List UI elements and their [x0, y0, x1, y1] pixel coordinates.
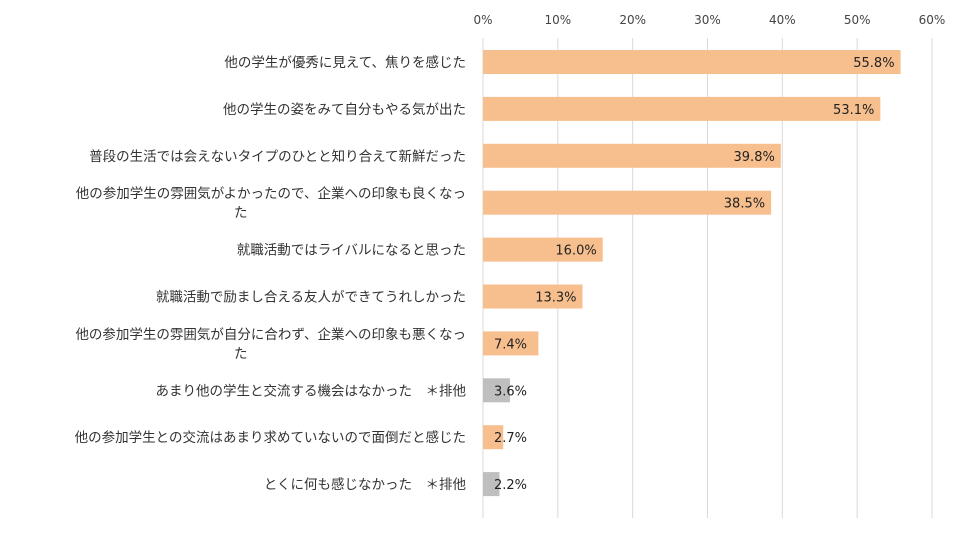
bar: [483, 96, 881, 121]
data-label: 53.1%: [833, 103, 874, 118]
data-label: 16.0%: [555, 244, 596, 259]
x-tick-label: 40%: [769, 13, 796, 27]
x-tick-label: 60%: [919, 13, 946, 27]
category-label: 他の参加学生との交流はあまり求めていないので面倒だと感じた: [75, 429, 466, 446]
bar: [483, 237, 603, 262]
data-label: 2.2%: [494, 478, 527, 493]
data-label: 38.5%: [724, 197, 765, 212]
bar: [483, 378, 510, 403]
bar: [483, 190, 772, 215]
category-label: た: [234, 346, 248, 362]
x-tick-label: 20%: [619, 13, 646, 27]
category-label: 他の参加学生の雰囲気が自分に合わず、企業への印象も悪くなっ: [75, 326, 466, 343]
data-label: 39.8%: [734, 150, 775, 165]
data-label: 7.4%: [494, 337, 527, 352]
data-label: 3.6%: [494, 384, 527, 399]
category-label: 就職活動ではライバルになると思った: [237, 243, 466, 259]
x-axis-ticks: 0% 10% 20% 30% 40% 50% 60%: [473, 13, 945, 27]
bar: [483, 50, 901, 74]
category-label: あまり他の学生と交流する機会はなかった ＊排他: [156, 382, 467, 399]
category-labels: 他の学生が優秀に見えて、焦りを感じた他の学生の姿をみて自分もやる気が出た普段の生…: [75, 54, 466, 493]
category-label: 就職活動で励まし合える友人ができてうれしかった: [156, 290, 466, 306]
bar: [483, 284, 583, 309]
x-tick-label: 30%: [694, 13, 721, 27]
bar: [483, 143, 781, 168]
x-tick-label: 10%: [544, 13, 571, 27]
category-label: 他の学生の姿をみて自分もやる気が出た: [223, 102, 466, 118]
x-tick-label: 0%: [473, 13, 492, 27]
bar: [483, 425, 504, 450]
category-label: とくに何も感じなかった ＊排他: [264, 476, 466, 493]
data-label: 55.8%: [853, 56, 894, 71]
data-label: 13.3%: [535, 291, 576, 306]
bar: [483, 331, 539, 356]
category-label: 普段の生活では会えないタイプのひとと知り合えて新鮮だった: [89, 148, 466, 165]
x-tick-label: 50%: [844, 13, 871, 27]
category-label: 他の学生が優秀に見えて、焦りを感じた: [224, 54, 466, 71]
category-label: 他の参加学生の雰囲気がよかったので、企業への印象も良くなっ: [76, 185, 466, 202]
data-label: 2.7%: [494, 431, 527, 446]
category-label: た: [234, 205, 248, 221]
bars: 55.8% 53.1% 39.8% 38.5% 16.0% 13.3% 7.4% 3.6% 2.…: [483, 50, 901, 497]
bar: [483, 472, 500, 497]
